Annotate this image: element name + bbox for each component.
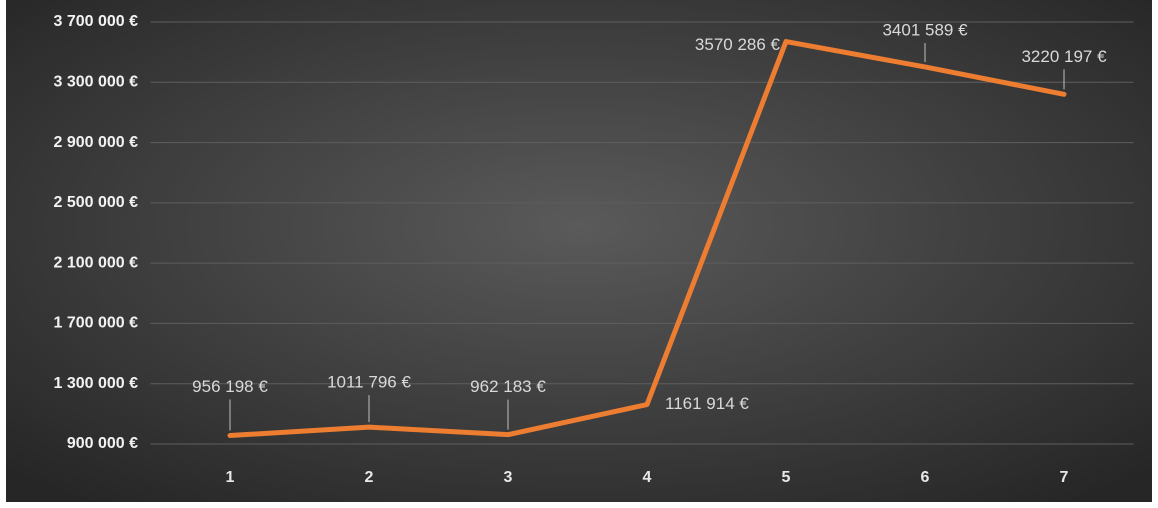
x-tick-label: 1 [226, 469, 235, 486]
x-tick-label: 7 [1060, 469, 1069, 486]
x-tick-label: 6 [921, 469, 930, 486]
data-label: 3570 286 € [695, 35, 781, 54]
data-label: 3220 197 € [1021, 47, 1107, 66]
y-tick-label: 3 700 000 € [53, 13, 138, 30]
y-tick-label: 1 300 000 € [53, 375, 138, 392]
data-label: 1011 796 € [327, 373, 411, 392]
y-tick-label: 1 700 000 € [53, 315, 138, 332]
x-tick-label: 5 [782, 469, 791, 486]
line [227, 39, 1067, 439]
x-tick-label: 2 [365, 469, 374, 486]
y-tick-label: 2 500 000 € [53, 194, 138, 211]
x-tick-label: 3 [504, 469, 513, 486]
x-tick-label: 4 [643, 469, 652, 486]
y-tick-label: 900 000 € [67, 435, 138, 452]
data-label: 962 183 € [470, 377, 546, 396]
data-label: 3401 589 € [882, 20, 968, 39]
y-tick-label: 3 300 000 € [53, 74, 138, 91]
y-tick-label: 2 100 000 € [53, 254, 138, 271]
data-label: 956 198 € [192, 377, 268, 396]
y-tick-label: 2 900 000 € [53, 134, 138, 151]
data-label: 1161 914 € [665, 394, 749, 413]
